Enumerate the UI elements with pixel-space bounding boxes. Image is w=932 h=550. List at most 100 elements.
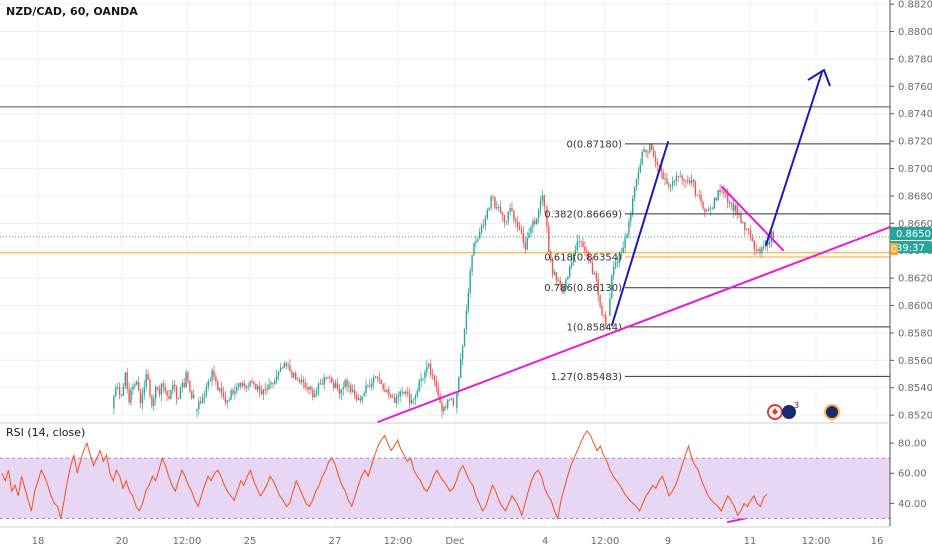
candle xyxy=(580,241,582,243)
fib-label: 1(0.85844) xyxy=(566,322,622,333)
candle xyxy=(591,262,594,274)
candle xyxy=(249,380,251,387)
candle xyxy=(645,149,647,152)
candle xyxy=(550,251,552,262)
candle xyxy=(620,252,622,254)
candle xyxy=(412,399,415,401)
candle xyxy=(272,382,274,384)
time-tick: 16 xyxy=(871,536,884,547)
candle xyxy=(616,261,619,263)
time-tick: 27 xyxy=(329,536,342,547)
time-tick: 20 xyxy=(116,536,129,547)
candle xyxy=(746,229,748,230)
candle xyxy=(334,383,337,389)
candle xyxy=(503,215,506,222)
candle xyxy=(639,164,641,173)
candle xyxy=(219,388,221,391)
candle xyxy=(137,381,140,391)
last-price-label: 0.86501 xyxy=(896,229,932,240)
candle xyxy=(763,246,765,248)
candle xyxy=(428,363,430,367)
candle xyxy=(232,390,234,394)
candle xyxy=(662,171,664,180)
candle xyxy=(501,212,504,216)
candle xyxy=(181,383,183,388)
candle xyxy=(557,280,559,282)
candle xyxy=(447,399,449,408)
candle xyxy=(660,165,662,172)
time-tick: 25 xyxy=(244,536,257,547)
candle xyxy=(713,198,716,209)
candle xyxy=(155,386,157,399)
candle xyxy=(384,389,386,393)
candle xyxy=(702,201,704,209)
candle xyxy=(700,195,702,202)
candle xyxy=(118,387,121,395)
candle xyxy=(582,242,584,248)
candle xyxy=(433,375,436,381)
rsi-title[interactable]: RSI (14, close) xyxy=(6,426,85,439)
candle xyxy=(463,329,466,347)
candle xyxy=(498,206,500,208)
candle xyxy=(452,398,455,405)
candle xyxy=(460,359,462,378)
candle xyxy=(319,383,322,385)
candle xyxy=(484,218,487,226)
candle xyxy=(198,401,200,410)
candle xyxy=(115,387,117,396)
candle xyxy=(492,196,494,198)
candle xyxy=(480,225,483,233)
candle xyxy=(177,398,180,400)
orange-level-label: 0 xyxy=(891,244,897,255)
candle xyxy=(479,232,481,239)
rsi-band xyxy=(0,458,890,519)
candle xyxy=(668,183,670,187)
candle xyxy=(618,252,621,262)
candle xyxy=(393,397,396,403)
nz-event-icon[interactable] xyxy=(824,404,840,420)
fib-label: 1.27(0.85483) xyxy=(551,372,623,383)
candle xyxy=(409,393,411,404)
candle xyxy=(281,367,284,369)
candle xyxy=(652,150,655,157)
candle xyxy=(376,376,379,378)
candle xyxy=(511,208,513,211)
candle xyxy=(209,380,211,382)
candle xyxy=(236,387,238,391)
candle xyxy=(543,195,545,207)
nz-flag-icon[interactable] xyxy=(782,405,796,419)
event-icons[interactable]: 3 xyxy=(767,401,840,420)
candle xyxy=(588,252,590,261)
candle xyxy=(431,374,434,376)
candle xyxy=(677,176,679,177)
candle xyxy=(734,205,736,211)
candle xyxy=(719,189,721,193)
candle xyxy=(185,372,187,388)
candle xyxy=(649,144,651,153)
symbol-title[interactable]: NZD/CAD, 60, OANDA xyxy=(6,5,138,18)
candle xyxy=(304,382,306,388)
rsi-line xyxy=(1,430,768,521)
candle xyxy=(355,395,358,400)
candle xyxy=(172,384,174,391)
candle xyxy=(251,380,253,382)
candle xyxy=(217,381,219,391)
candle xyxy=(711,208,714,210)
candle xyxy=(207,381,209,387)
candle xyxy=(589,260,592,263)
candle xyxy=(681,175,683,180)
candle xyxy=(268,384,270,390)
candle xyxy=(768,242,771,245)
candle xyxy=(367,385,369,387)
candle xyxy=(635,178,638,188)
candle xyxy=(567,276,569,280)
candle xyxy=(687,180,689,182)
candle xyxy=(407,391,409,394)
price-tick: 0.85200 xyxy=(898,411,932,422)
candle xyxy=(477,238,479,242)
candle xyxy=(561,285,563,293)
